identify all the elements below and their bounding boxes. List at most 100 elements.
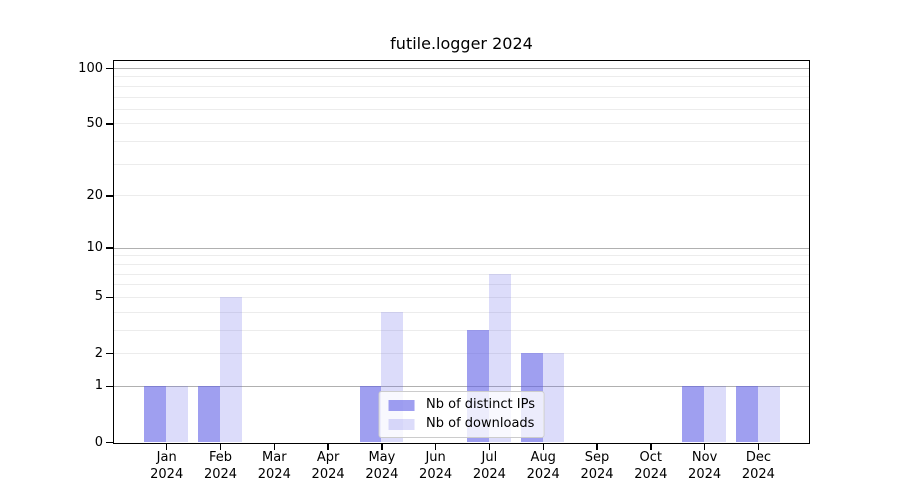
bar-nb-of-downloads-nov (704, 385, 726, 442)
x-tick-label-dec: Dec 2024 (718, 449, 798, 483)
bar-nb-of-distinct-ips-dec (736, 385, 758, 442)
bar-nb-of-distinct-ips-may (359, 385, 382, 442)
gridline-minor-7 (114, 273, 809, 275)
plot-area: Nb of distinct IPs Nb of downloads (113, 60, 810, 444)
y-tick-label-10: 10 (86, 240, 103, 256)
x-tick-year-nov: 2024 (688, 467, 722, 482)
y-tick-5 (106, 296, 113, 298)
x-tick-month-oct: Oct (639, 450, 663, 465)
x-tick-year-aug: 2024 (526, 467, 560, 482)
x-tick-nov (703, 444, 706, 450)
x-tick-year-jan: 2024 (150, 467, 184, 482)
x-tick-month-mar: Mar (262, 450, 287, 465)
x-tick-year-feb: 2024 (203, 467, 238, 482)
bar-nb-of-downloads-jan (166, 385, 188, 442)
x-tick-oct (650, 444, 652, 450)
x-tick-month-aug: Aug (530, 450, 556, 465)
x-tick-year-apr: 2024 (311, 467, 345, 482)
gridline-minor-4 (114, 311, 809, 313)
x-tick-month-dec: Dec (745, 450, 771, 465)
x-tick-label-sep: Sep 2024 (557, 449, 637, 483)
y-tick-label-20: 20 (86, 187, 103, 203)
y-tick-2 (106, 352, 113, 355)
x-tick-apr (327, 444, 329, 450)
gridline-minor-20 (114, 195, 809, 197)
y-tick-20 (106, 195, 113, 197)
x-tick-month-jan: Jan (156, 450, 177, 465)
gridline-minor-6 (114, 284, 809, 286)
legend-label-nb-of-downloads: Nb of downloads (426, 416, 535, 431)
x-tick-month-sep: Sep (584, 450, 610, 465)
x-tick-year-jun: 2024 (419, 467, 453, 482)
gridline-minor-2 (114, 353, 809, 354)
gridline-major-100 (114, 68, 809, 69)
bar-nb-of-distinct-ips-feb (198, 385, 220, 442)
gridline-minor-9 (114, 255, 809, 257)
x-tick-year-dec: 2024 (741, 467, 775, 482)
y-tick-label-5: 5 (94, 289, 103, 305)
x-tick-feb (219, 444, 222, 450)
gridline-minor-70 (114, 96, 809, 98)
x-tick-label-nov: Nov 2024 (665, 449, 745, 483)
gridline-minor-3 (114, 329, 809, 331)
x-tick-year-mar: 2024 (257, 467, 291, 482)
bar-nb-of-distinct-ips-jan (144, 385, 167, 442)
chart-title: futile.logger 2024 (390, 34, 533, 53)
x-tick-dec (757, 444, 760, 450)
bar-nb-of-distinct-ips-nov (682, 385, 705, 442)
bar-nb-of-downloads-aug (542, 353, 565, 442)
gridline-minor-8 (114, 263, 809, 265)
y-tick-label-0: 0 (94, 434, 103, 450)
legend-item-nb-of-distinct-ips: Nb of distinct IPs (388, 398, 535, 412)
x-tick-month-apr: Apr (316, 450, 340, 465)
y-tick-0 (106, 441, 113, 444)
legend-swatch-nb-of-downloads (388, 418, 415, 430)
x-tick-label-jan: Jan 2024 (127, 449, 207, 483)
x-tick-label-apr: Apr 2024 (288, 449, 368, 483)
x-tick-year-may: 2024 (365, 467, 399, 482)
bar-nb-of-downloads-dec (757, 385, 780, 442)
legend-swatch-nb-of-distinct-ips (388, 399, 415, 411)
x-tick-year-oct: 2024 (634, 467, 668, 482)
x-tick-month-nov: Nov (691, 450, 718, 465)
y-tick-10 (106, 247, 113, 249)
gridline-major-1 (114, 385, 809, 387)
x-tick-label-aug: Aug 2024 (503, 449, 583, 483)
x-tick-year-jul: 2024 (472, 467, 506, 482)
x-tick-jun (434, 444, 437, 450)
legend: Nb of distinct IPs Nb of downloads (378, 391, 545, 438)
x-tick-may (381, 444, 383, 450)
x-tick-jul (488, 444, 491, 450)
legend-label-nb-of-distinct-ips: Nb of distinct IPs (426, 397, 535, 412)
y-tick-50 (106, 123, 113, 125)
gridline-minor-5 (114, 296, 809, 298)
gridline-minor-50 (114, 123, 809, 125)
gridline-minor-90 (114, 76, 809, 78)
gridline-major-10 (114, 247, 809, 249)
x-tick-label-may: May 2024 (342, 449, 422, 483)
y-tick-label-50: 50 (86, 115, 103, 131)
x-tick-jan (165, 444, 168, 450)
x-tick-month-jun: Jun (425, 450, 446, 465)
y-tick-label-2: 2 (94, 345, 103, 361)
x-tick-month-may: May (368, 450, 396, 465)
x-tick-label-jul: Jul 2024 (449, 449, 529, 483)
x-tick-label-jun: Jun 2024 (396, 449, 476, 483)
y-tick-1 (106, 385, 113, 388)
x-tick-mar (273, 444, 275, 450)
y-tick-100 (106, 67, 113, 70)
x-tick-month-feb: Feb (208, 450, 233, 465)
gridline-minor-60 (114, 108, 809, 110)
bar-nb-of-downloads-feb (220, 296, 242, 442)
gridline-minor-30 (114, 163, 809, 165)
x-tick-year-sep: 2024 (580, 467, 614, 482)
x-tick-month-jul: Jul (481, 450, 498, 465)
x-tick-aug (542, 444, 544, 450)
x-tick-label-mar: Mar 2024 (234, 449, 314, 483)
gridline-minor-80 (114, 85, 809, 87)
x-tick-sep (596, 444, 598, 450)
y-tick-label-1: 1 (94, 378, 103, 394)
x-tick-label-oct: Oct 2024 (611, 449, 691, 483)
x-tick-label-feb: Feb 2024 (181, 449, 261, 483)
